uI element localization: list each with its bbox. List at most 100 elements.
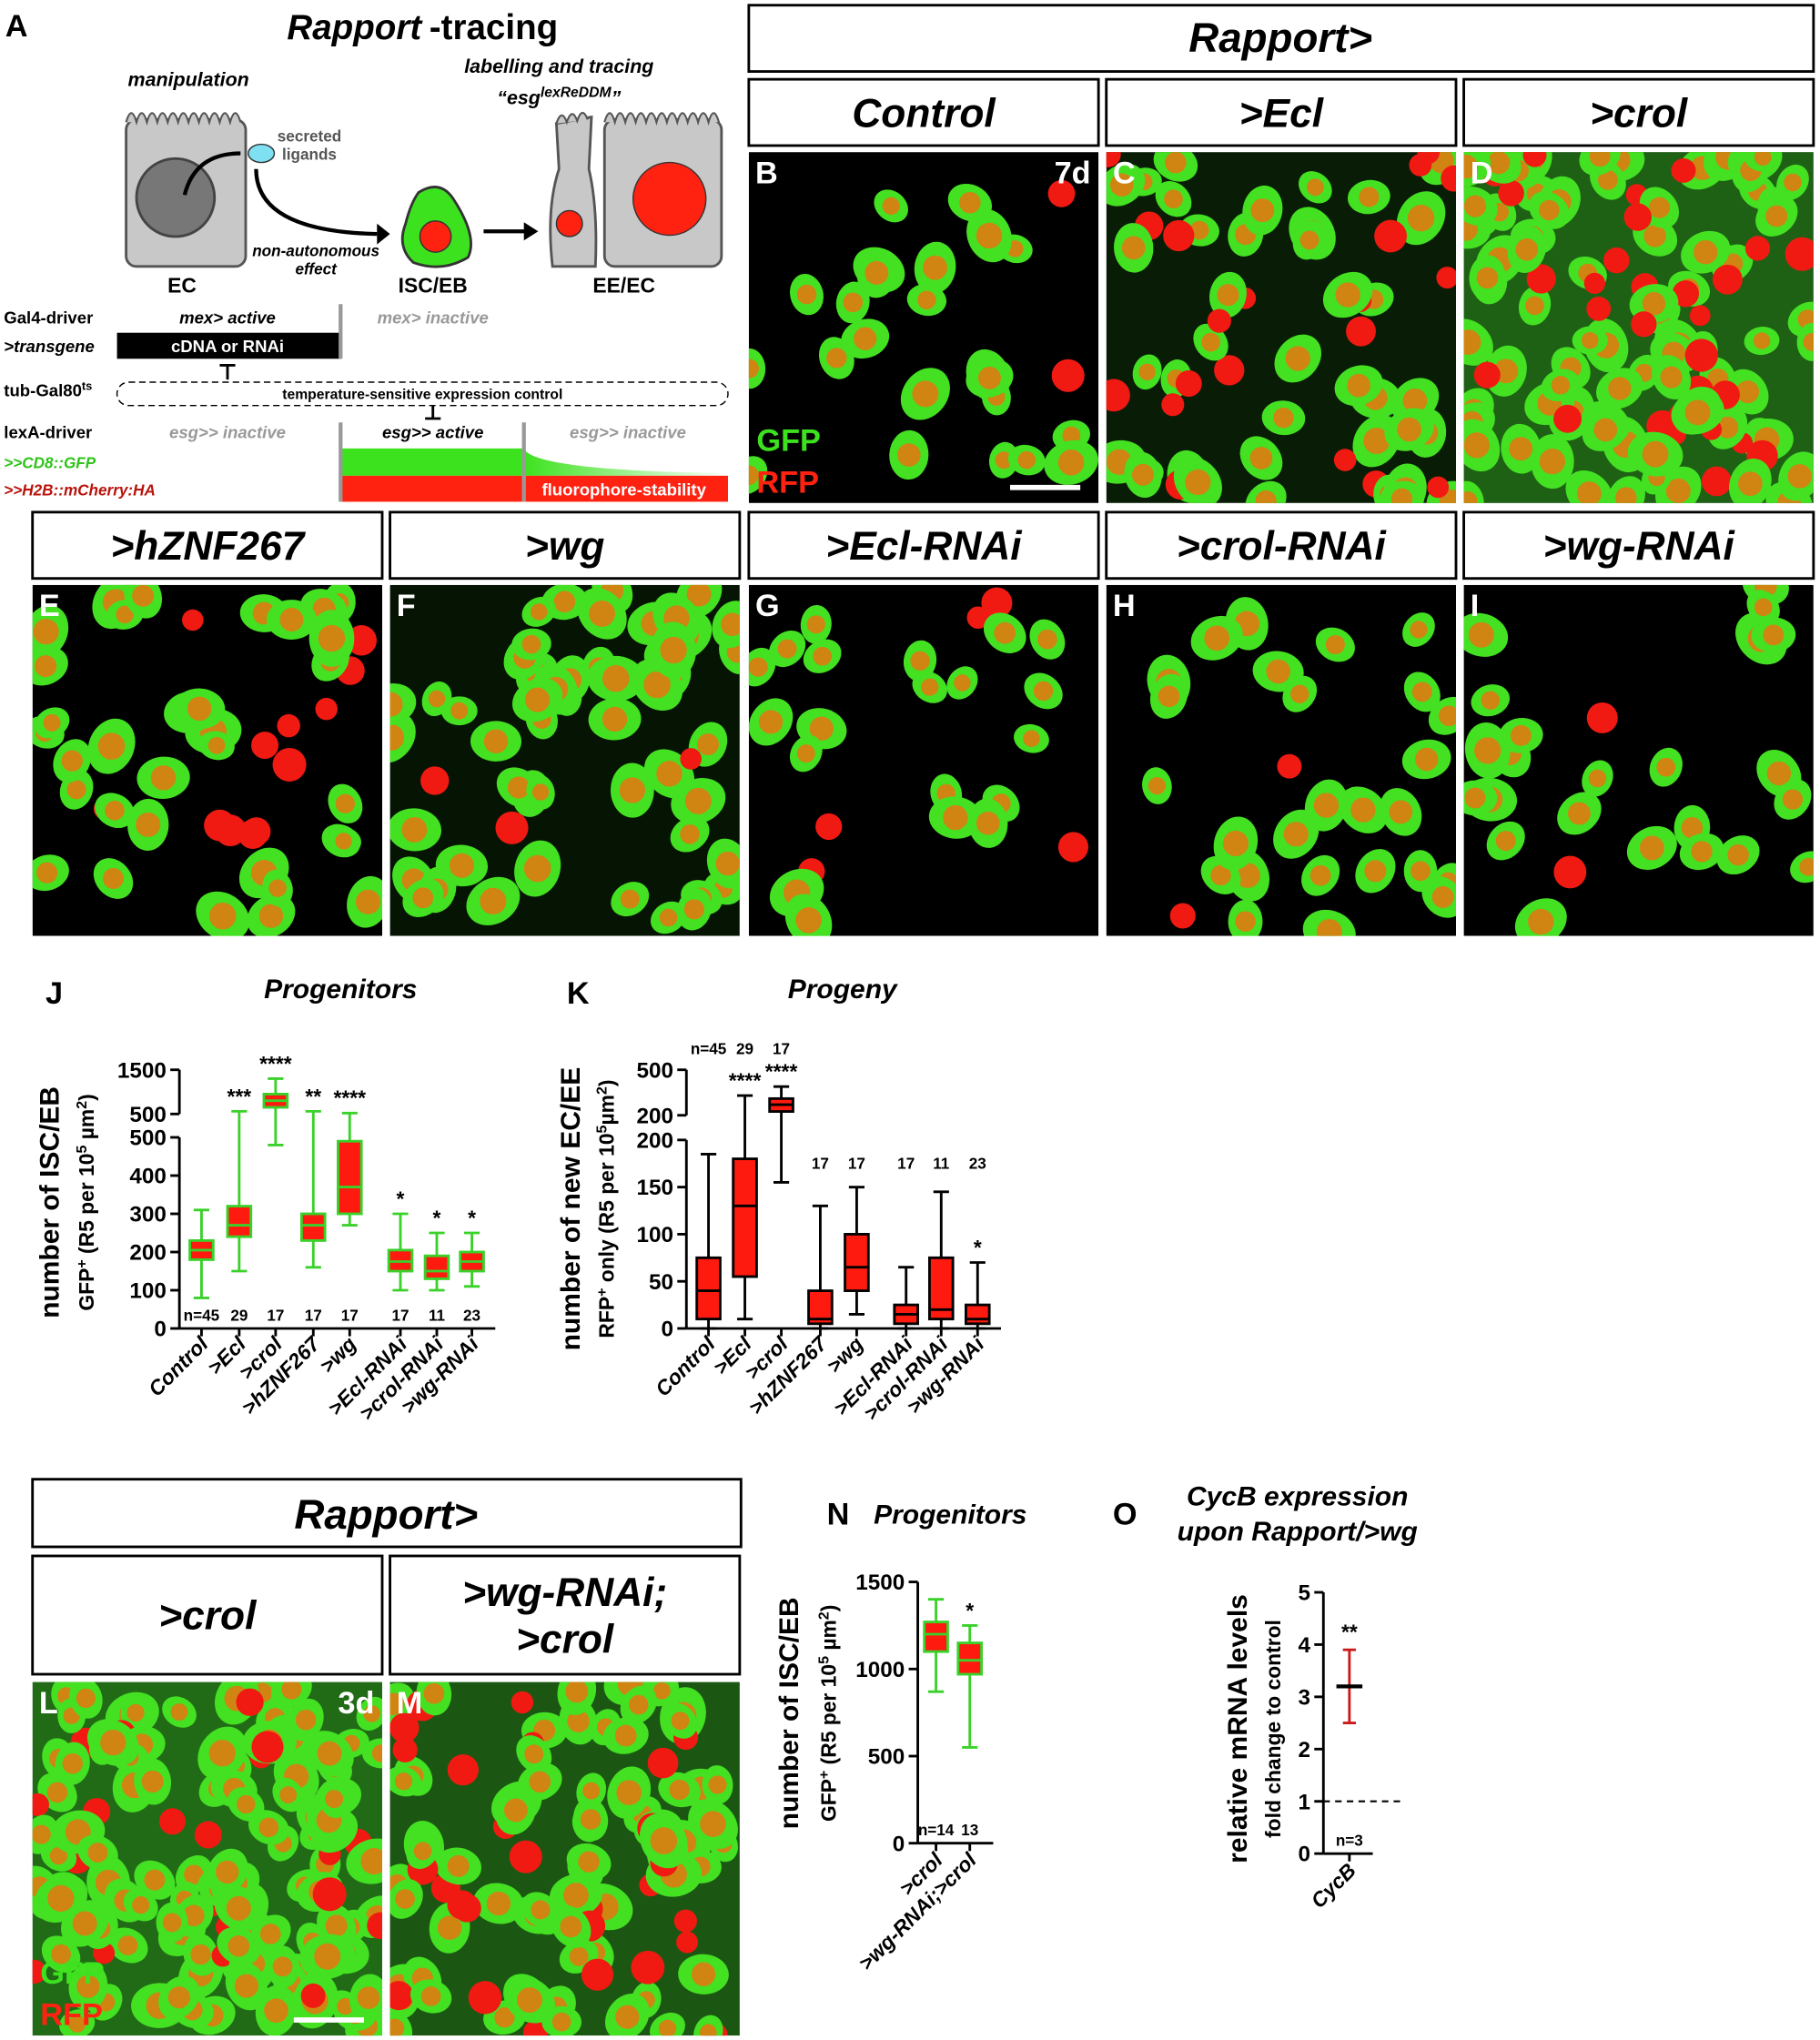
nucleus	[531, 783, 550, 801]
nucleus	[826, 348, 847, 369]
transgene-bar	[116, 332, 341, 359]
panel-letter: N	[827, 1498, 850, 1532]
nucleus	[1410, 621, 1428, 639]
nucleus	[483, 729, 509, 753]
nucleus	[796, 744, 815, 763]
nucleus	[1110, 173, 1134, 197]
nucleus	[51, 1944, 71, 1964]
header-box	[31, 1478, 743, 1549]
superscript: 5	[594, 1125, 610, 1133]
rfp-nucleus	[277, 713, 300, 738]
nucleus	[68, 2015, 86, 2033]
arrow	[182, 151, 241, 196]
panel-letter: O	[1113, 1498, 1138, 1532]
rfp-nucleus	[1671, 157, 1696, 183]
y-axis-label: number of ISC/EB	[35, 1086, 65, 1318]
rfp-nucleus	[251, 1731, 284, 1763]
nucleus	[569, 1946, 589, 1966]
nucleus	[602, 706, 628, 732]
nucleus	[578, 1851, 600, 1873]
y-axis-label: number of new EC/EE	[556, 1067, 586, 1351]
nucleus	[1397, 417, 1421, 442]
y-tick-label: 500	[129, 1103, 167, 1127]
nucleus	[401, 816, 428, 843]
nucleus	[1509, 437, 1533, 461]
superscript: 5	[74, 1145, 89, 1153]
rfp-nucleus	[509, 1840, 542, 1873]
y-tick-label: 1500	[855, 1570, 905, 1595]
nucleus	[1438, 705, 1456, 727]
label: effect	[295, 259, 338, 278]
superscript: lexReDDM	[541, 85, 612, 100]
nucleus	[420, 1986, 441, 2006]
label: labelling and tracing	[464, 56, 653, 77]
nucleus	[660, 636, 687, 664]
nucleus	[683, 899, 704, 920]
nucleus	[686, 584, 712, 607]
nucleus	[49, 1846, 68, 1865]
nucleus	[615, 2005, 640, 2029]
nucleus	[616, 1780, 642, 1805]
nucleus	[486, 1891, 511, 1916]
ee-cell	[549, 115, 598, 268]
gfp-bar	[340, 448, 524, 476]
rfp-nucleus	[236, 1688, 264, 1716]
superscript: 5	[816, 1656, 832, 1664]
gal80-label: tub-Gal80ts	[4, 379, 92, 400]
rfp-nucleus	[312, 1877, 347, 1912]
nucleus	[1474, 737, 1502, 764]
y-tick-label: 100	[129, 1279, 167, 1304]
nucleus	[61, 750, 83, 772]
nucleus	[650, 1827, 678, 1854]
nucleus	[207, 737, 226, 754]
significance: ****	[334, 1086, 367, 1110]
rfp-nucleus	[1586, 296, 1612, 321]
text-part: “esg	[497, 86, 541, 108]
nucleus	[1273, 407, 1294, 429]
nucleus	[1335, 282, 1360, 308]
nucleus	[279, 1786, 298, 1803]
nucleus	[563, 1883, 589, 1908]
n-label: 23	[969, 1154, 986, 1172]
nucleus	[1464, 787, 1486, 809]
rfp-nucleus	[1712, 264, 1743, 295]
header-box	[1462, 77, 1815, 147]
nucleus	[897, 443, 921, 467]
nucleus	[170, 1703, 188, 1721]
nucleus	[864, 260, 889, 285]
text-part: (R5 per 10	[75, 1153, 98, 1259]
rfp-nucleus	[981, 587, 1013, 619]
panel-title: >crol	[1590, 91, 1689, 136]
nucleus	[567, 1710, 590, 1732]
nucleus	[1782, 789, 1804, 810]
nucleus	[355, 889, 381, 914]
nucleus	[1359, 187, 1380, 207]
text-part: fold change to control	[1261, 1620, 1285, 1838]
legend-rfp: RFP	[756, 465, 819, 500]
significance: ***	[228, 1085, 252, 1108]
y-tick-label: 100	[637, 1223, 674, 1247]
nucleus	[523, 854, 551, 883]
nucleus	[708, 1775, 727, 1794]
nucleus	[295, 1709, 317, 1731]
text-part: RFP	[594, 1297, 618, 1338]
nucleus	[796, 284, 817, 305]
nucleus	[32, 1824, 51, 1844]
micrograph	[748, 584, 1099, 936]
nucleus	[1131, 463, 1154, 486]
nucleus	[1306, 178, 1324, 197]
rfp-nucleus	[1583, 272, 1605, 294]
rfp-nucleus	[32, 1959, 46, 1984]
x-tick-label: CycB	[1306, 1858, 1360, 1913]
label: mex> inactive	[378, 308, 489, 328]
rfp-nucleus	[468, 1981, 502, 2015]
superscript: 2	[74, 1101, 89, 1109]
nucleus	[449, 853, 474, 878]
label: >>H2B::mCherry:HA	[4, 480, 156, 499]
chart-title: Progenitors	[874, 1500, 1026, 1530]
nucleus	[680, 824, 700, 844]
n-label: 13	[961, 1821, 978, 1839]
nucleus	[87, 1843, 108, 1863]
nucleus	[1694, 240, 1718, 265]
nucleus	[1364, 860, 1387, 883]
